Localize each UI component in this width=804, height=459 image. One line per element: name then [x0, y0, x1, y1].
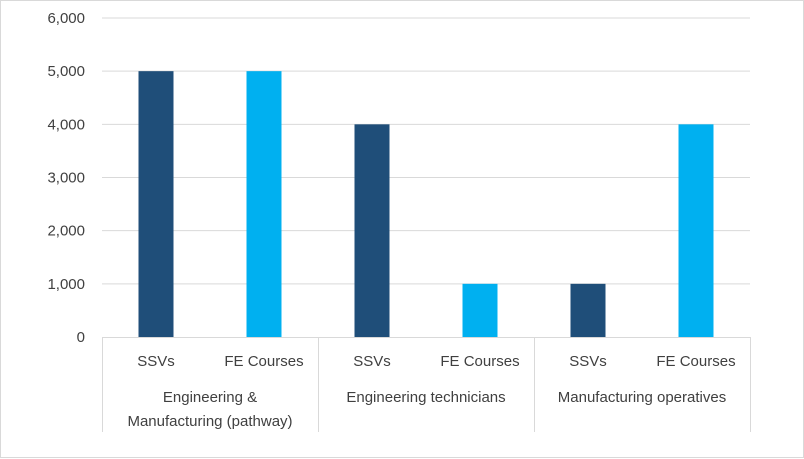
bar-fe-courses — [462, 283, 498, 337]
y-tick-label: 6,000 — [47, 10, 85, 27]
x-tick-label: SSVs — [569, 353, 607, 370]
bar-ssvs — [354, 124, 390, 337]
y-tick-label: 1,000 — [47, 276, 85, 293]
group-label: Manufacturing operatives — [558, 389, 726, 406]
x-tick-label: FE Courses — [656, 353, 735, 370]
x-tick-label: SSVs — [137, 353, 175, 370]
x-tick-label: FE Courses — [440, 353, 519, 370]
group-label: Engineering & — [163, 389, 257, 406]
y-tick-label: 5,000 — [47, 63, 85, 80]
bar-ssvs — [138, 71, 174, 338]
y-tick-label: 0 — [77, 329, 85, 346]
bar-ssvs — [570, 283, 606, 337]
y-tick-label: 2,000 — [47, 223, 85, 240]
y-tick-label: 3,000 — [47, 170, 85, 187]
bar-fe-courses — [678, 124, 714, 337]
y-tick-label: 4,000 — [47, 116, 85, 133]
group-label: Manufacturing (pathway) — [127, 413, 292, 430]
x-tick-label: FE Courses — [224, 353, 303, 370]
bar-fe-courses — [246, 71, 282, 338]
x-tick-label: SSVs — [353, 353, 391, 370]
group-label: Engineering technicians — [346, 389, 505, 406]
